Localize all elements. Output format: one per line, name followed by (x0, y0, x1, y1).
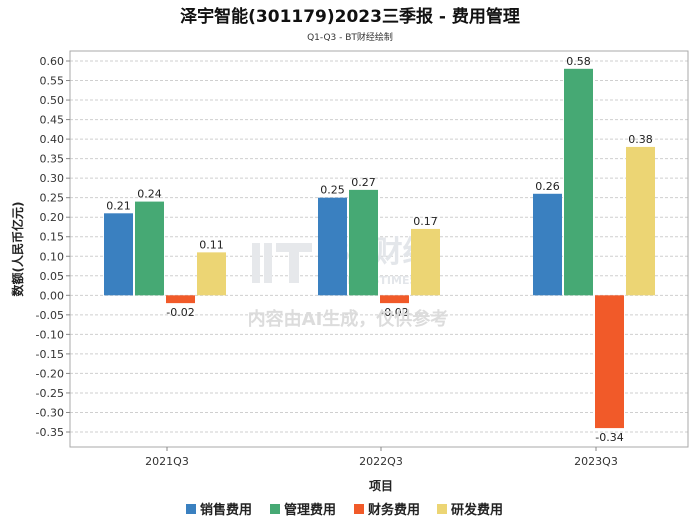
data-label: -0.34 (595, 431, 623, 444)
data-label: 0.17 (413, 215, 438, 228)
y-tick-label: 0.25 (40, 192, 65, 205)
legend-label: 财务费用 (368, 502, 420, 518)
y-tick-label: -0.05 (36, 309, 64, 322)
bar (135, 201, 164, 296)
legend: 销售费用 管理费用 财务费用 研发费用 (186, 502, 503, 518)
legend-swatch (186, 504, 196, 514)
y-tick-label: 0.35 (40, 153, 65, 166)
y-tick-label: 0.00 (40, 289, 65, 302)
chart-title: 泽宇智能(301179)2023三季报 - 费用管理 (180, 6, 520, 27)
bar (626, 146, 655, 296)
bar (104, 213, 133, 296)
plot-area (69, 50, 689, 448)
data-label: 0.27 (351, 176, 376, 189)
legend-swatch (437, 504, 447, 514)
y-tick-label: -0.25 (36, 387, 64, 400)
data-label: 0.38 (628, 133, 653, 146)
watermark-bt-icon (252, 243, 312, 283)
x-axis-ticks: 2021Q3 2022Q3 2023Q3 (145, 447, 618, 468)
bar (197, 252, 226, 296)
y-axis-label: 数额(人民币亿元) (10, 202, 25, 297)
y-tick-label: 0.60 (40, 55, 65, 68)
bar (595, 295, 624, 429)
bar (564, 68, 593, 296)
y-tick-label: 0.05 (40, 270, 65, 283)
data-label: 0.11 (199, 238, 224, 251)
legend-swatch (270, 504, 280, 514)
watermark-notice: 内容由AI生成，仅供参考 (248, 308, 449, 330)
x-axis-label: 项目 (369, 479, 393, 493)
legend-label: 销售费用 (200, 502, 252, 518)
data-label: 0.26 (535, 180, 560, 193)
bar (533, 193, 562, 296)
bar (349, 189, 378, 296)
y-axis-ticks: 0.60 0.55 0.50 0.45 0.40 0.35 0.30 0.25 0.20 0.15… (36, 55, 70, 439)
data-label: 0.21 (106, 199, 131, 212)
y-tick-label: -0.10 (36, 328, 64, 341)
x-tick-label: 2021Q3 (145, 455, 189, 468)
bar (166, 295, 195, 304)
y-tick-label: -0.35 (36, 426, 64, 439)
bar (411, 228, 440, 296)
x-tick-label: 2022Q3 (359, 455, 403, 468)
y-tick-label: 0.20 (40, 211, 65, 224)
data-label: 0.24 (137, 188, 162, 201)
data-label: -0.02 (166, 306, 194, 319)
y-tick-label: 0.50 (40, 94, 65, 107)
chart-subtitle: Q1-Q3 - BT财经绘制 (307, 31, 393, 43)
y-tick-label: 0.15 (40, 231, 65, 244)
y-tick-label: 0.40 (40, 133, 65, 146)
bars (104, 68, 655, 429)
legend-label: 研发费用 (451, 502, 503, 518)
y-tick-label: 0.55 (40, 75, 65, 88)
y-tick-label: -0.15 (36, 348, 64, 361)
data-label: 0.58 (566, 55, 591, 68)
y-tick-label: 0.10 (40, 250, 65, 263)
y-tick-label: 0.30 (40, 172, 65, 185)
data-labels: 0.21 0.24 -0.02 0.11 0.25 0.27 -0.02 0.17 0.26 0.… (106, 55, 653, 444)
legend-swatch (354, 504, 364, 514)
bar (318, 197, 347, 296)
bar (380, 295, 409, 304)
y-tick-label: -0.20 (36, 367, 64, 380)
legend-label: 管理费用 (284, 502, 336, 518)
x-tick-label: 2023Q3 (574, 455, 618, 468)
data-label: -0.02 (380, 306, 408, 319)
y-tick-label: 0.45 (40, 114, 65, 127)
y-tick-label: -0.30 (36, 406, 64, 419)
data-label: 0.25 (320, 184, 345, 197)
